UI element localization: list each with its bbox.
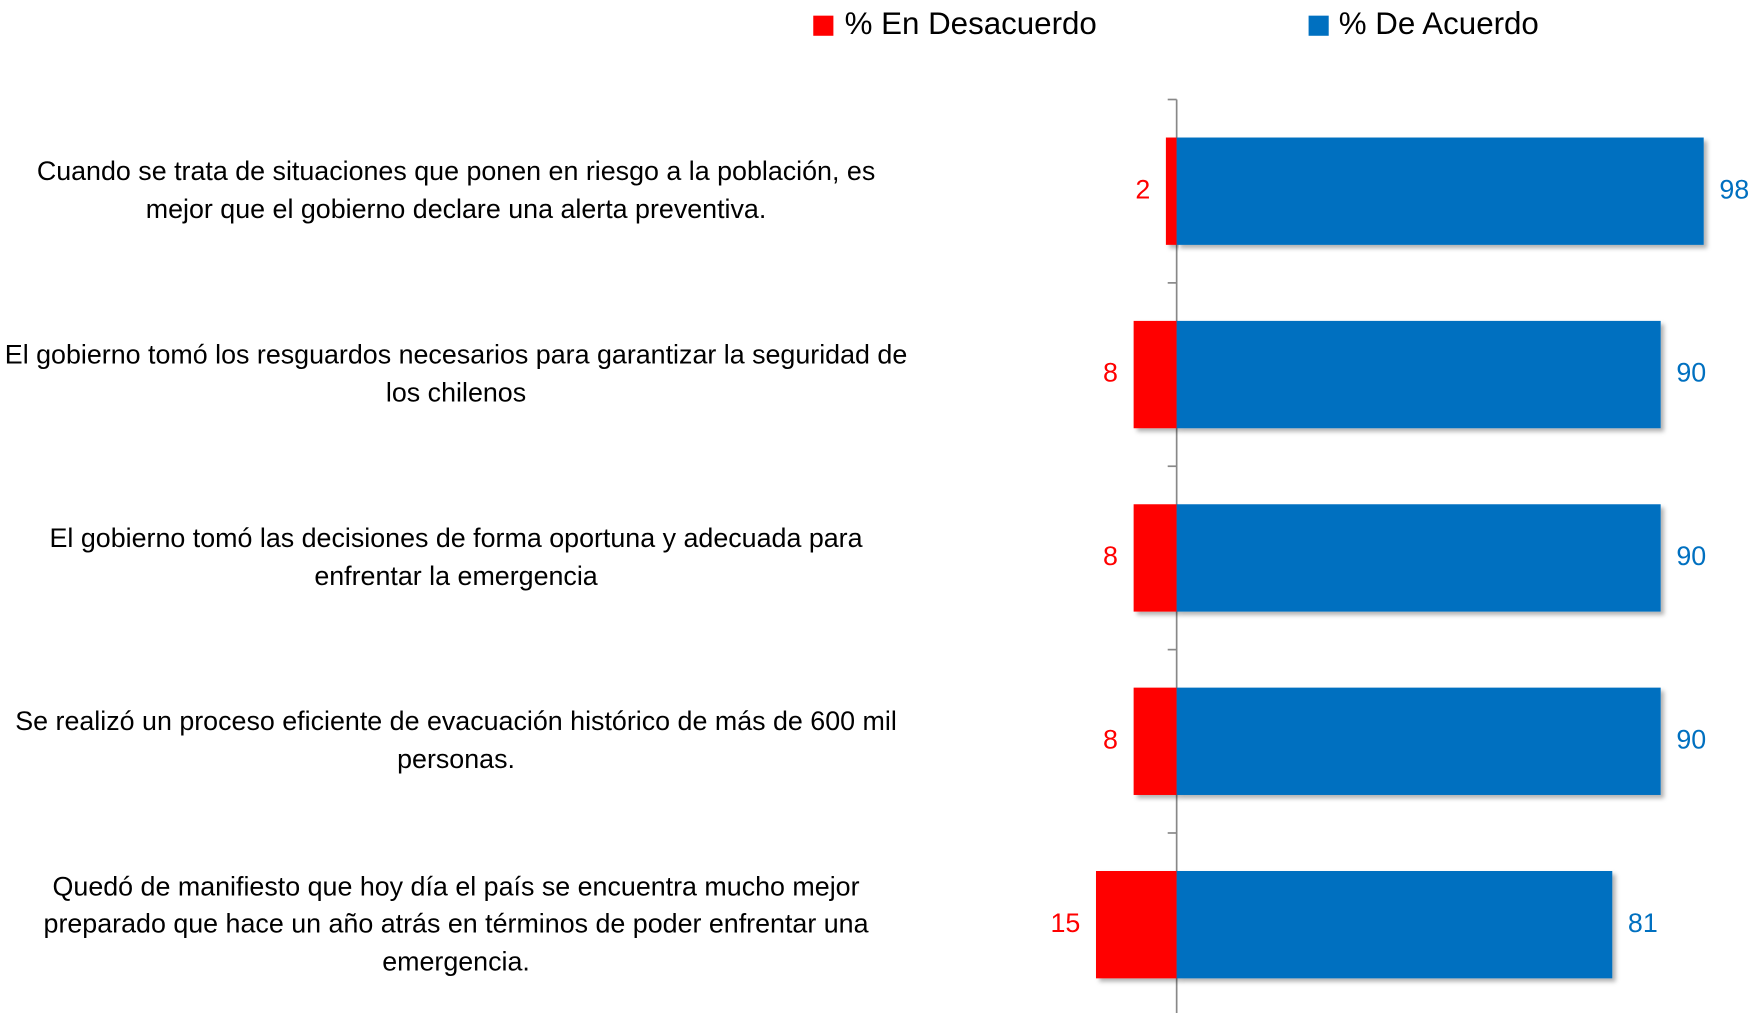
- bar: [1176, 687, 1661, 795]
- data-label: 8: [1103, 541, 1118, 571]
- bar: [1176, 137, 1704, 245]
- data-label: 8: [1103, 358, 1118, 388]
- bar: [1133, 320, 1177, 429]
- category-label: El gobierno tomó las decisiones de forma…: [49, 523, 863, 592]
- category-label-box: Cuando se trata de situaciones que ponen…: [36, 156, 876, 225]
- bar: [1176, 871, 1613, 979]
- legend-swatch: [813, 15, 834, 36]
- data-label: 98: [1719, 174, 1749, 204]
- bar: [1165, 137, 1177, 245]
- data-label: 90: [1676, 358, 1706, 388]
- category-label: Quedó de manifiesto que hoy día el país …: [43, 871, 869, 977]
- category-label-box: El gobierno tomó los resguardos necesari…: [4, 340, 908, 409]
- category-label: Se realizó un proceso eficiente de evacu…: [15, 707, 897, 775]
- category-label-box: Se realizó un proceso eficiente de evacu…: [15, 707, 897, 775]
- bar: [1176, 320, 1661, 429]
- bar: [1176, 504, 1661, 612]
- data-label: 15: [1050, 908, 1080, 938]
- legend-label: % En Desacuerdo: [845, 6, 1097, 41]
- bar: [1095, 871, 1177, 979]
- category-label-box: El gobierno tomó las decisiones de forma…: [49, 523, 863, 592]
- legend-label: % De Acuerdo: [1339, 6, 1539, 41]
- category-label: El gobierno tomó los resguardos necesari…: [4, 340, 908, 409]
- category-label: Cuando se trata de situaciones que ponen…: [36, 156, 876, 225]
- data-label: 81: [1628, 908, 1658, 938]
- category-label-box: Quedó de manifiesto que hoy día el país …: [43, 871, 869, 977]
- data-label: 2: [1135, 174, 1150, 204]
- bar: [1133, 687, 1177, 795]
- data-label: 8: [1103, 724, 1118, 754]
- bar: [1133, 504, 1177, 612]
- legend-swatch: [1308, 15, 1329, 36]
- data-label: 90: [1676, 541, 1706, 571]
- data-label: 90: [1676, 724, 1706, 754]
